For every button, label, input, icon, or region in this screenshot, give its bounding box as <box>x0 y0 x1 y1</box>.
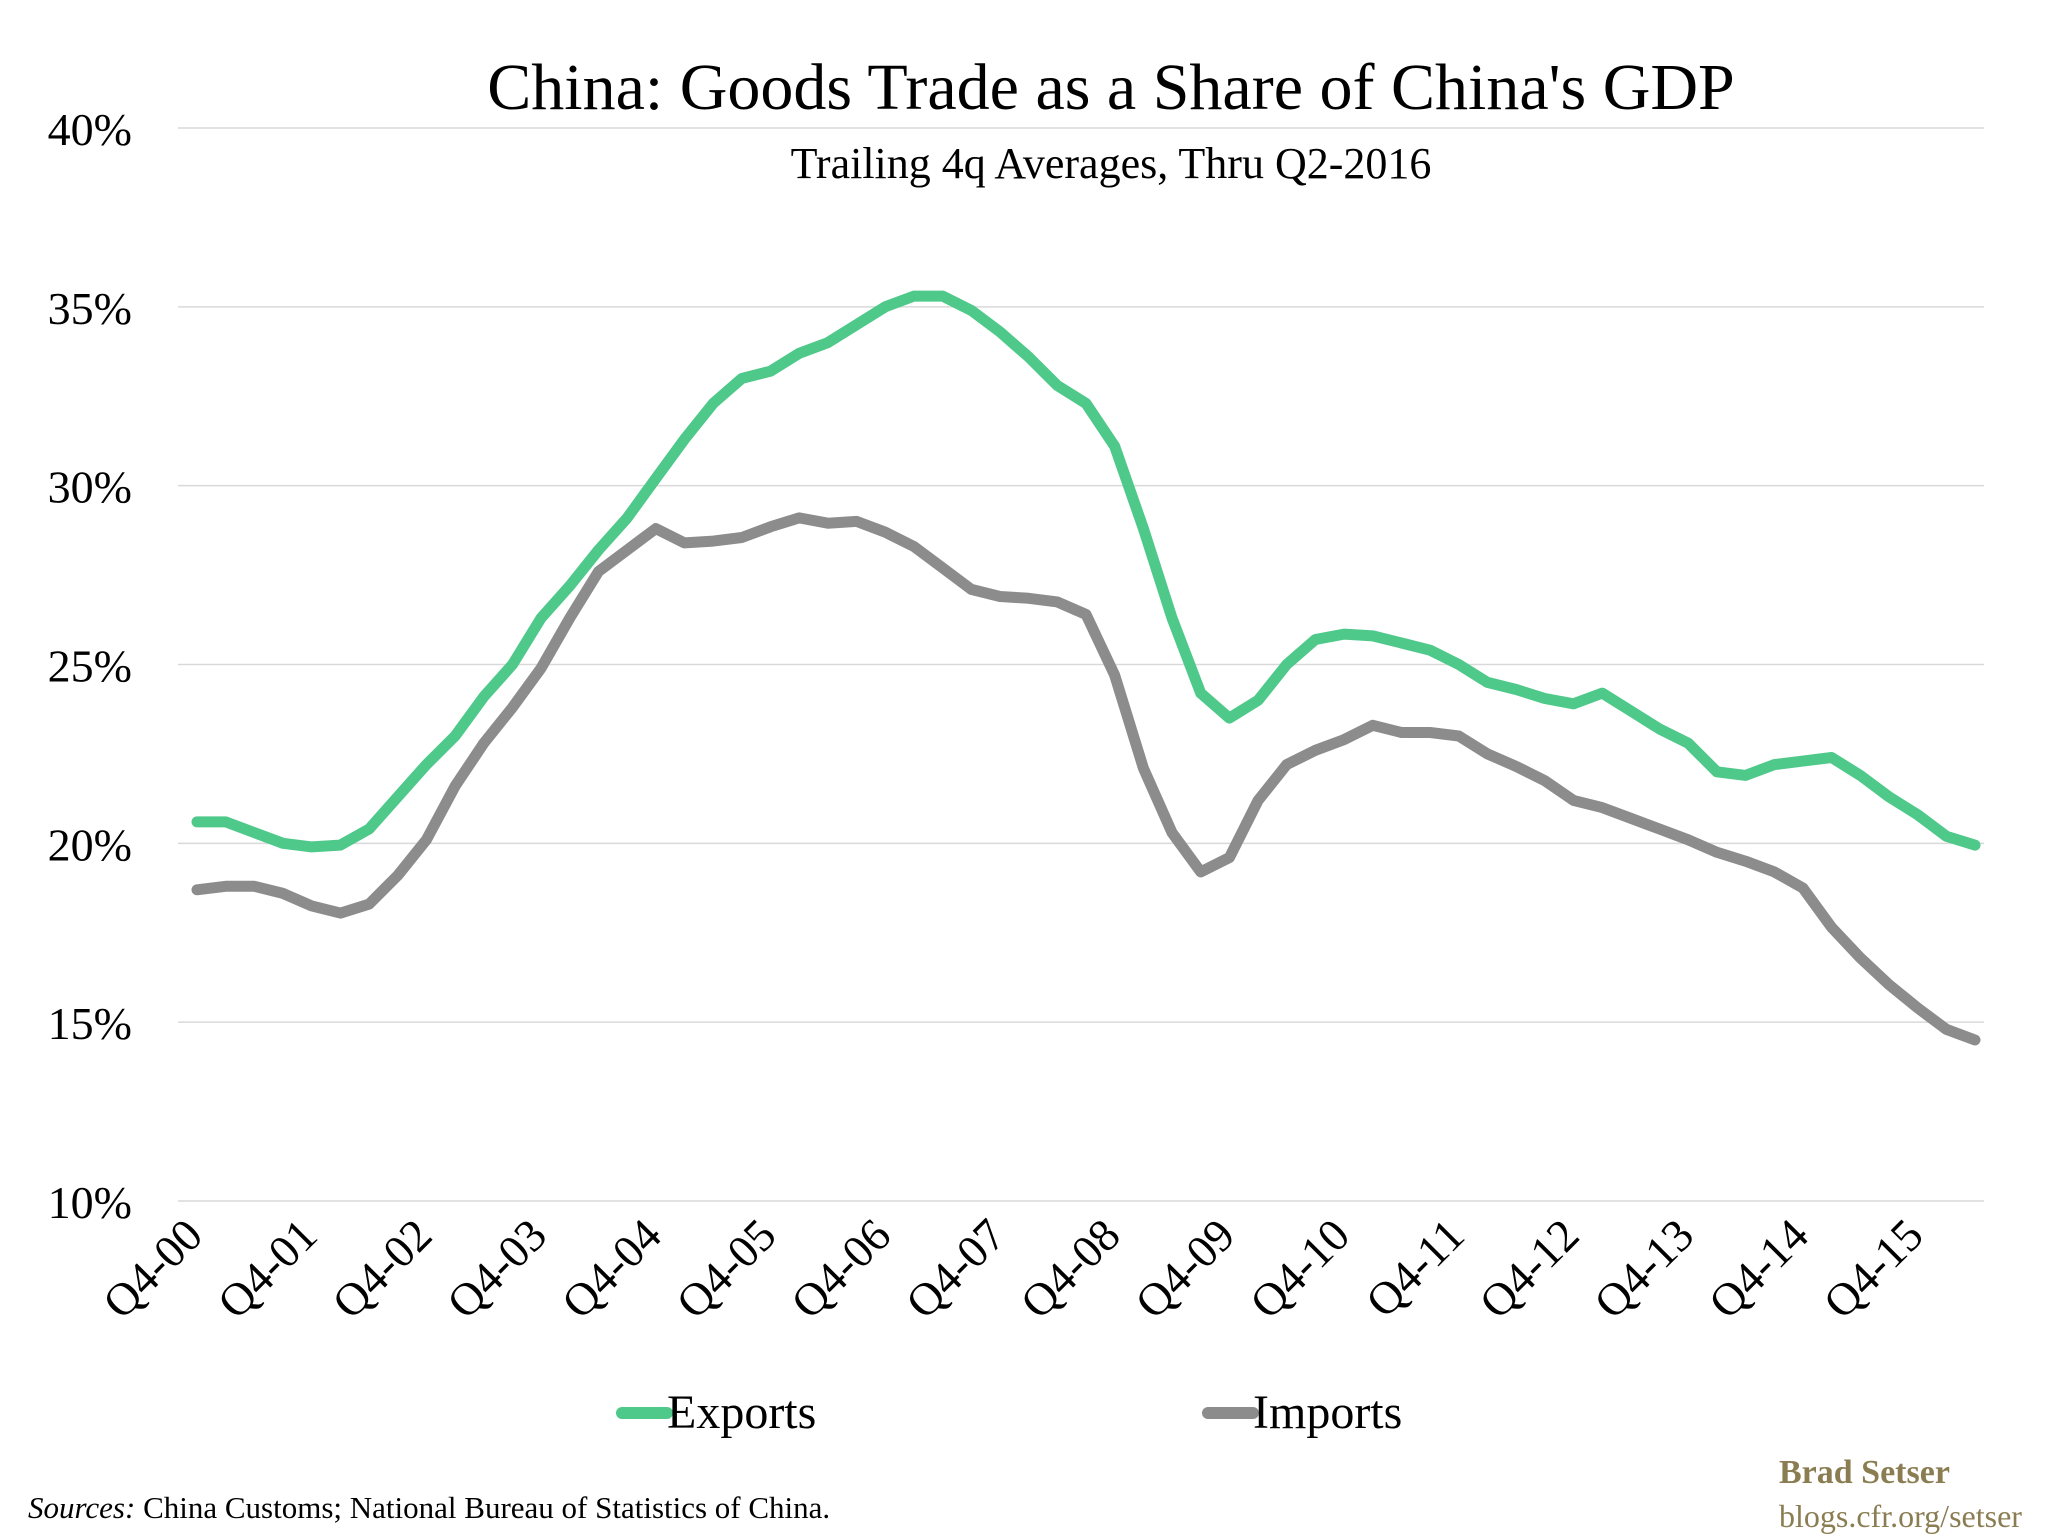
y-tick-label: 35% <box>48 283 132 334</box>
y-tick-label: 30% <box>48 462 132 513</box>
x-tick-label: Q4-06 <box>781 1209 900 1328</box>
legend: Exports Imports <box>616 1386 1402 1439</box>
x-tick-label: Q4-04 <box>552 1209 671 1328</box>
x-tick-label: Q4-14 <box>1699 1209 1818 1328</box>
x-tick-label: Q4-05 <box>666 1209 785 1328</box>
y-tick-label: 20% <box>48 819 132 870</box>
x-axis-ticks: Q4-00Q4-01Q4-02Q4-03Q4-04Q4-05Q4-06Q4-07… <box>93 1209 1933 1328</box>
source-text: China Customs; National Bureau of Statis… <box>135 1490 830 1525</box>
y-tick-label: 10% <box>48 1177 132 1228</box>
gridlines <box>178 127 1984 1202</box>
chart-title: China: Goods Trade as a Share of China's… <box>487 51 1735 124</box>
x-tick-label: Q4-01 <box>208 1209 327 1328</box>
x-tick-label: Q4-02 <box>322 1209 441 1328</box>
legend-label-exports: Exports <box>667 1386 816 1439</box>
x-tick-label: Q4-09 <box>1125 1209 1244 1328</box>
series-line-exports <box>191 290 1981 853</box>
source-note: Sources: China Customs; National Bureau … <box>28 1490 830 1525</box>
x-tick-label: Q4-07 <box>896 1209 1015 1328</box>
series-line-imports <box>191 512 1981 1046</box>
y-tick-label: 40% <box>48 104 132 155</box>
y-tick-label: 25% <box>48 641 132 692</box>
source-prefix: Sources: <box>28 1490 135 1525</box>
x-tick-label: Q4-13 <box>1584 1209 1703 1328</box>
chart-subtitle: Trailing 4q Averages, Thru Q2-2016 <box>791 139 1432 188</box>
brand-name: Brad Setser <box>1779 1454 1950 1491</box>
y-tick-label: 15% <box>48 998 132 1049</box>
x-tick-label: Q4-11 <box>1356 1209 1474 1327</box>
x-tick-label: Q4-08 <box>1011 1209 1130 1328</box>
x-tick-label: Q4-03 <box>437 1209 556 1328</box>
x-tick-label: Q4-15 <box>1814 1209 1933 1328</box>
y-axis-ticks: 10% 15% 20% 25% 30% 35% 40% <box>48 104 132 1228</box>
x-tick-label: Q4-10 <box>1240 1209 1359 1328</box>
x-tick-label: Q4-12 <box>1469 1209 1588 1328</box>
brand-url: blogs.cfr.org/setser <box>1779 1498 2022 1534</box>
series-lines <box>191 290 1981 1046</box>
legend-label-imports: Imports <box>1253 1386 1402 1439</box>
